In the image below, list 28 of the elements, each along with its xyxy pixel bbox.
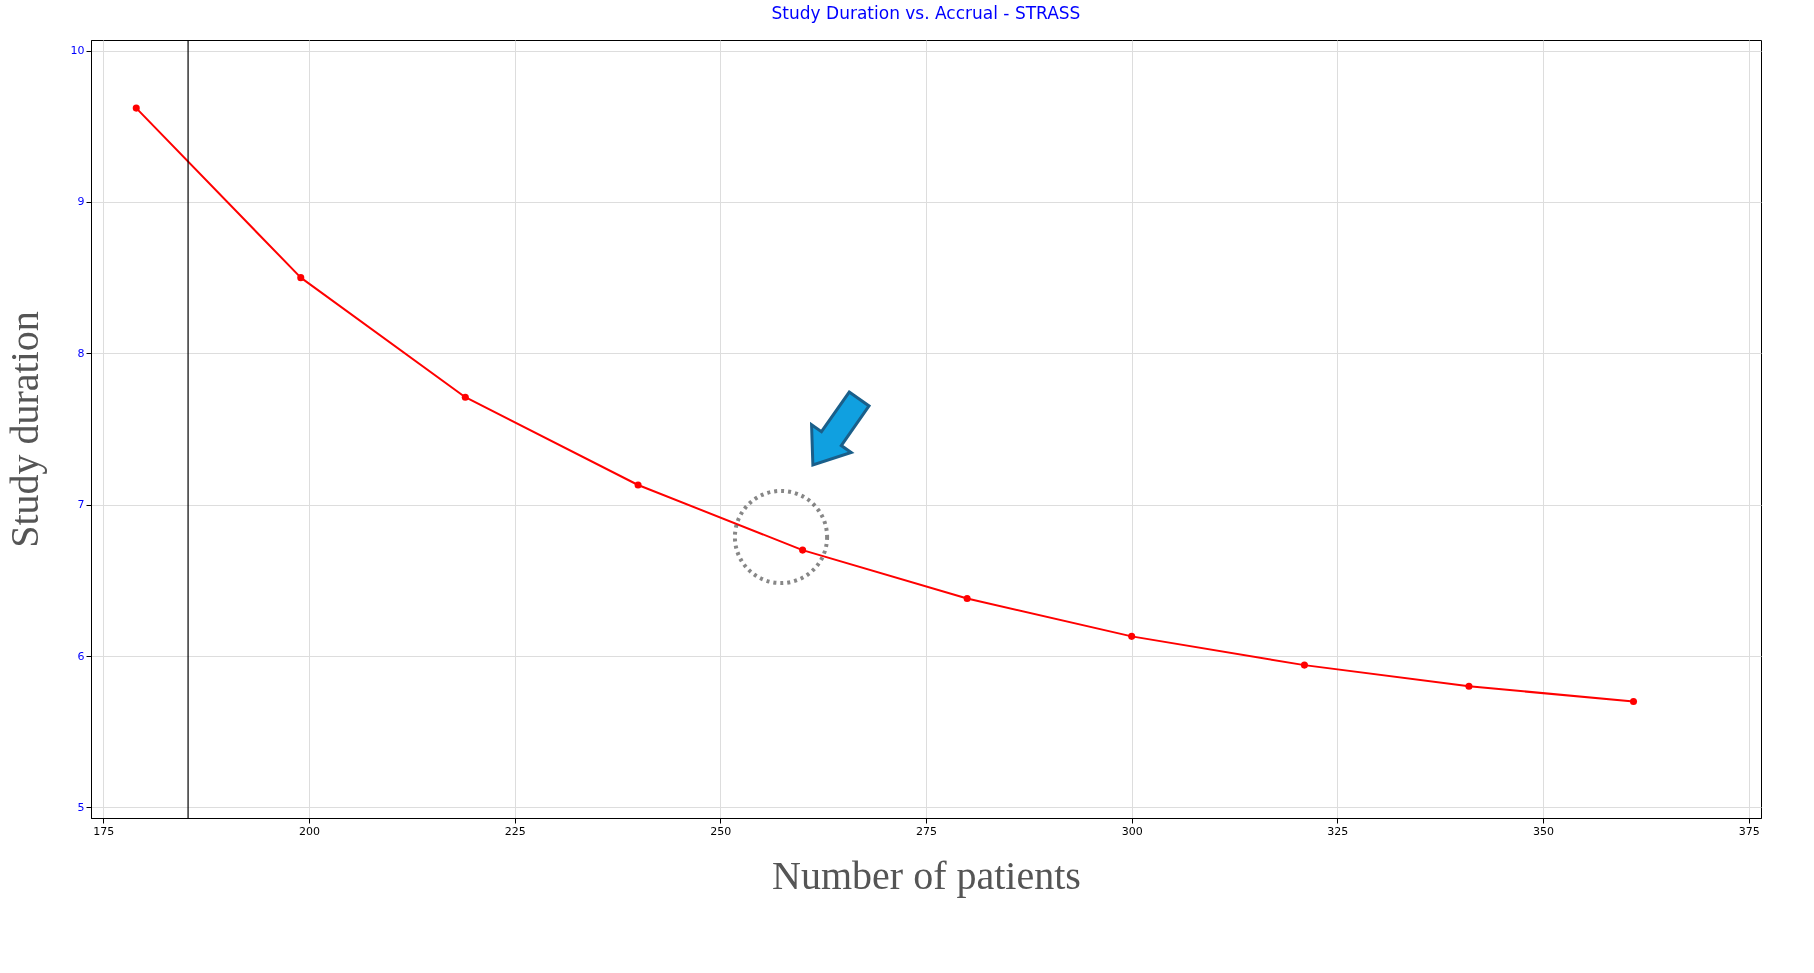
point	[1128, 632, 1136, 640]
x-tick-label: 375	[1738, 824, 1760, 838]
x-tick-label: 200	[299, 824, 320, 838]
chart-title: Study Duration vs. Accrual - STRASS	[771, 3, 1081, 24]
point	[1465, 682, 1473, 690]
x-tick-label: 275	[916, 824, 937, 838]
point	[461, 393, 469, 401]
x-axis-title: Number of patients	[772, 852, 1081, 898]
y-tick-label: 7	[77, 498, 85, 512]
x-tick-label: 250	[710, 824, 732, 838]
y-tick-label: 10	[70, 44, 85, 58]
x-tick-label: 175	[93, 824, 115, 838]
x-tick-label: 325	[1327, 824, 1349, 838]
point	[132, 104, 140, 112]
x-tick-label: 225	[504, 824, 526, 838]
y-tick-label: 8	[77, 346, 85, 360]
x-tick-label: 300	[1121, 824, 1143, 838]
y-tick-label: 5	[77, 800, 85, 814]
point	[1300, 661, 1308, 669]
y-tick-label: 6	[77, 649, 85, 663]
point	[297, 274, 305, 282]
point	[799, 546, 807, 554]
point	[963, 595, 971, 603]
point	[1629, 697, 1638, 705]
y-axis-title: Study duration	[1, 311, 47, 548]
y-tick-label: 9	[77, 195, 85, 209]
point	[634, 481, 642, 489]
x-tick-label: 350	[1533, 824, 1554, 838]
